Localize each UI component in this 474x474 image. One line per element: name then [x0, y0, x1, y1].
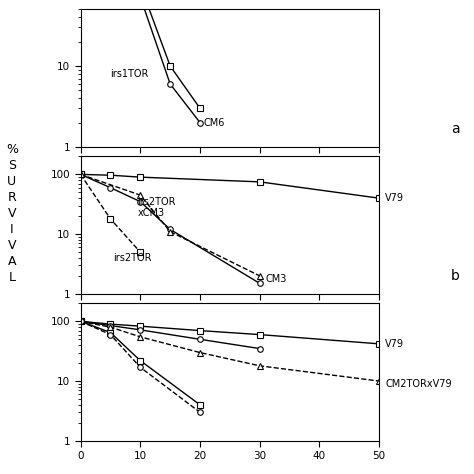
Text: V79: V79 — [385, 193, 404, 203]
Text: V79: V79 — [385, 339, 404, 349]
Text: CM6: CM6 — [203, 118, 224, 128]
Text: CM2TORxV79: CM2TORxV79 — [385, 379, 452, 389]
Text: b: b — [451, 269, 460, 283]
Text: irs2TOR: irs2TOR — [113, 253, 152, 263]
Text: irs2TOR
xCM3: irs2TOR xCM3 — [137, 197, 176, 218]
Text: %
S
U
R
V
I
V
A
L: % S U R V I V A L — [6, 143, 18, 284]
Text: irs1TOR: irs1TOR — [110, 69, 149, 79]
Text: CM3: CM3 — [266, 273, 287, 283]
Text: a: a — [451, 122, 459, 136]
